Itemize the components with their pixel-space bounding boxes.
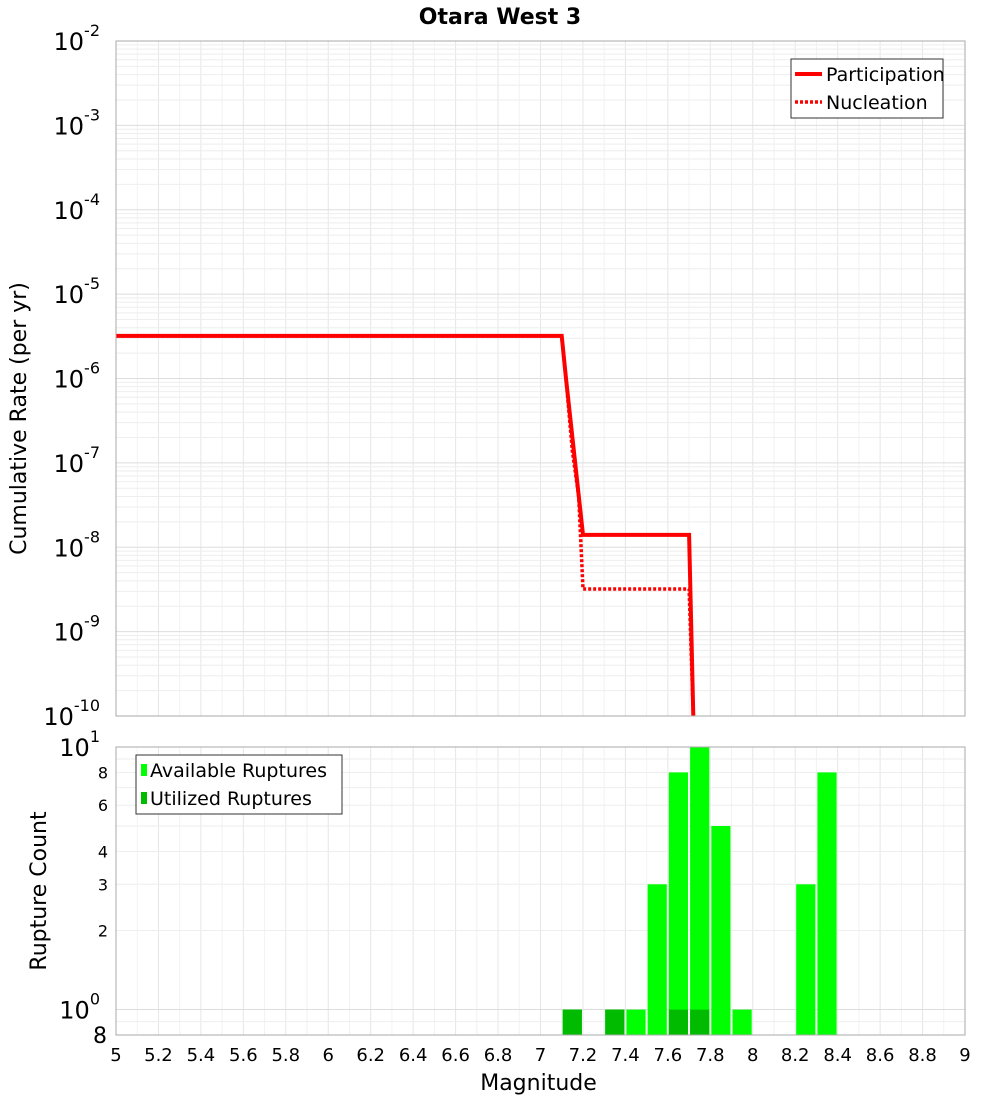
x-tick-label: 6.6: [441, 1045, 470, 1066]
y-minor-tick-label: 2: [98, 922, 108, 941]
participation-line: [116, 333, 696, 717]
x-tick-label: 7.2: [569, 1045, 598, 1066]
rate-plot-lines: [116, 333, 696, 717]
available-ruptures-bar: [711, 826, 731, 1035]
available-ruptures-bar: [690, 747, 710, 1035]
x-tick-label: 8.2: [781, 1045, 810, 1066]
y-tick-label: 10-7: [54, 443, 101, 478]
rate-plot-y-ticks: 10-10 10-9 10-8 10-7 10-6 10-5 10-4 10-3 10-2: [43, 21, 100, 731]
legend-label: Utilized Ruptures: [150, 788, 312, 810]
legend-swatch: [141, 764, 147, 776]
count-plot-bars: [562, 747, 837, 1035]
rate-plot-grid: [115, 41, 966, 717]
x-tick-label: 8.8: [908, 1045, 937, 1066]
x-tick-label: 7.6: [654, 1045, 683, 1066]
rate-plot: 10-10 10-9 10-8 10-7 10-6 10-5 10-4 10-3 10-2 Cu…: [7, 21, 966, 731]
x-tick-label: 5.2: [144, 1045, 173, 1066]
y-tick-label: 10-5: [54, 274, 101, 309]
available-ruptures-bar: [796, 884, 816, 1035]
x-tick-label: 5: [110, 1045, 121, 1066]
legend-box: [790, 58, 944, 119]
utilized-ruptures-bar: [562, 1009, 582, 1035]
x-tick-label: 9: [959, 1045, 970, 1066]
x-tick-label: 7.4: [611, 1045, 640, 1066]
nucleation-line: [116, 334, 696, 717]
utilized-ruptures-bar: [668, 1009, 688, 1035]
available-ruptures-bar: [817, 772, 837, 1035]
x-tick-label: 5.8: [271, 1045, 300, 1066]
x-tick-label: 6.2: [356, 1045, 385, 1066]
x-tick-label: 8.6: [866, 1045, 895, 1066]
y-tick-label: 101: [59, 727, 100, 762]
y-minor-tick-label: 8: [93, 1024, 107, 1049]
available-ruptures-bar: [732, 1009, 752, 1035]
y-tick-label: 10-6: [54, 359, 101, 394]
legend-label: Available Ruptures: [150, 760, 327, 782]
y-minor-tick-label: 4: [98, 842, 108, 861]
y-tick-label: 10-10: [43, 696, 100, 731]
y-tick-label: 10-2: [54, 21, 101, 56]
utilized-ruptures-bar: [690, 1009, 710, 1035]
legend-box: [135, 754, 343, 815]
x-tick-label: 7.8: [696, 1045, 725, 1066]
y-minor-tick-label: 3: [98, 875, 108, 894]
y-tick-label: 10-8: [54, 527, 101, 562]
y-tick-label: 10-3: [54, 105, 101, 140]
available-ruptures-bar: [647, 884, 667, 1035]
chart-title: Otara West 3: [419, 5, 581, 30]
y-tick-label: 100: [59, 990, 100, 1025]
legend-swatch: [141, 792, 147, 804]
legend-label: Participation: [826, 64, 945, 86]
legend-label: Nucleation: [826, 92, 928, 114]
rate-plot-legend: Participation Nucleation: [790, 58, 945, 119]
x-tick-label: 5.6: [229, 1045, 258, 1066]
count-plot-y-label: Rupture Count: [27, 811, 52, 971]
x-tick-label: 5.4: [187, 1045, 216, 1066]
x-tick-label: 8.4: [823, 1045, 852, 1066]
x-tick-label: 6: [323, 1045, 334, 1066]
utilized-ruptures-bar: [605, 1009, 625, 1035]
x-axis-label: Magnitude: [480, 1071, 597, 1096]
x-tick-label: 7: [535, 1045, 546, 1066]
x-tick-label: 8: [747, 1045, 758, 1066]
count-plot-legend: Available Ruptures Utilized Ruptures: [135, 754, 343, 815]
rate-plot-frame: [115, 40, 966, 717]
y-tick-label: 10-9: [54, 612, 101, 647]
y-tick-label: 10-4: [54, 190, 101, 225]
count-plot-x-ticks: 5 5.2 5.4 5.6 5.8 6 6.2 6.4 6.6 6.8 7 7.2 7.4 7.6 7.8 8…: [110, 1045, 970, 1066]
count-plot-frame: [115, 746, 966, 1036]
y-minor-tick-label: 8: [98, 763, 108, 782]
x-tick-label: 6.8: [484, 1045, 513, 1066]
available-ruptures-bar: [626, 1009, 646, 1035]
available-ruptures-bar: [668, 772, 688, 1035]
y-minor-tick-label: 6: [98, 796, 108, 815]
rate-plot-y-label: Cumulative Rate (per yr): [7, 282, 32, 555]
x-tick-label: 6.4: [399, 1045, 428, 1066]
